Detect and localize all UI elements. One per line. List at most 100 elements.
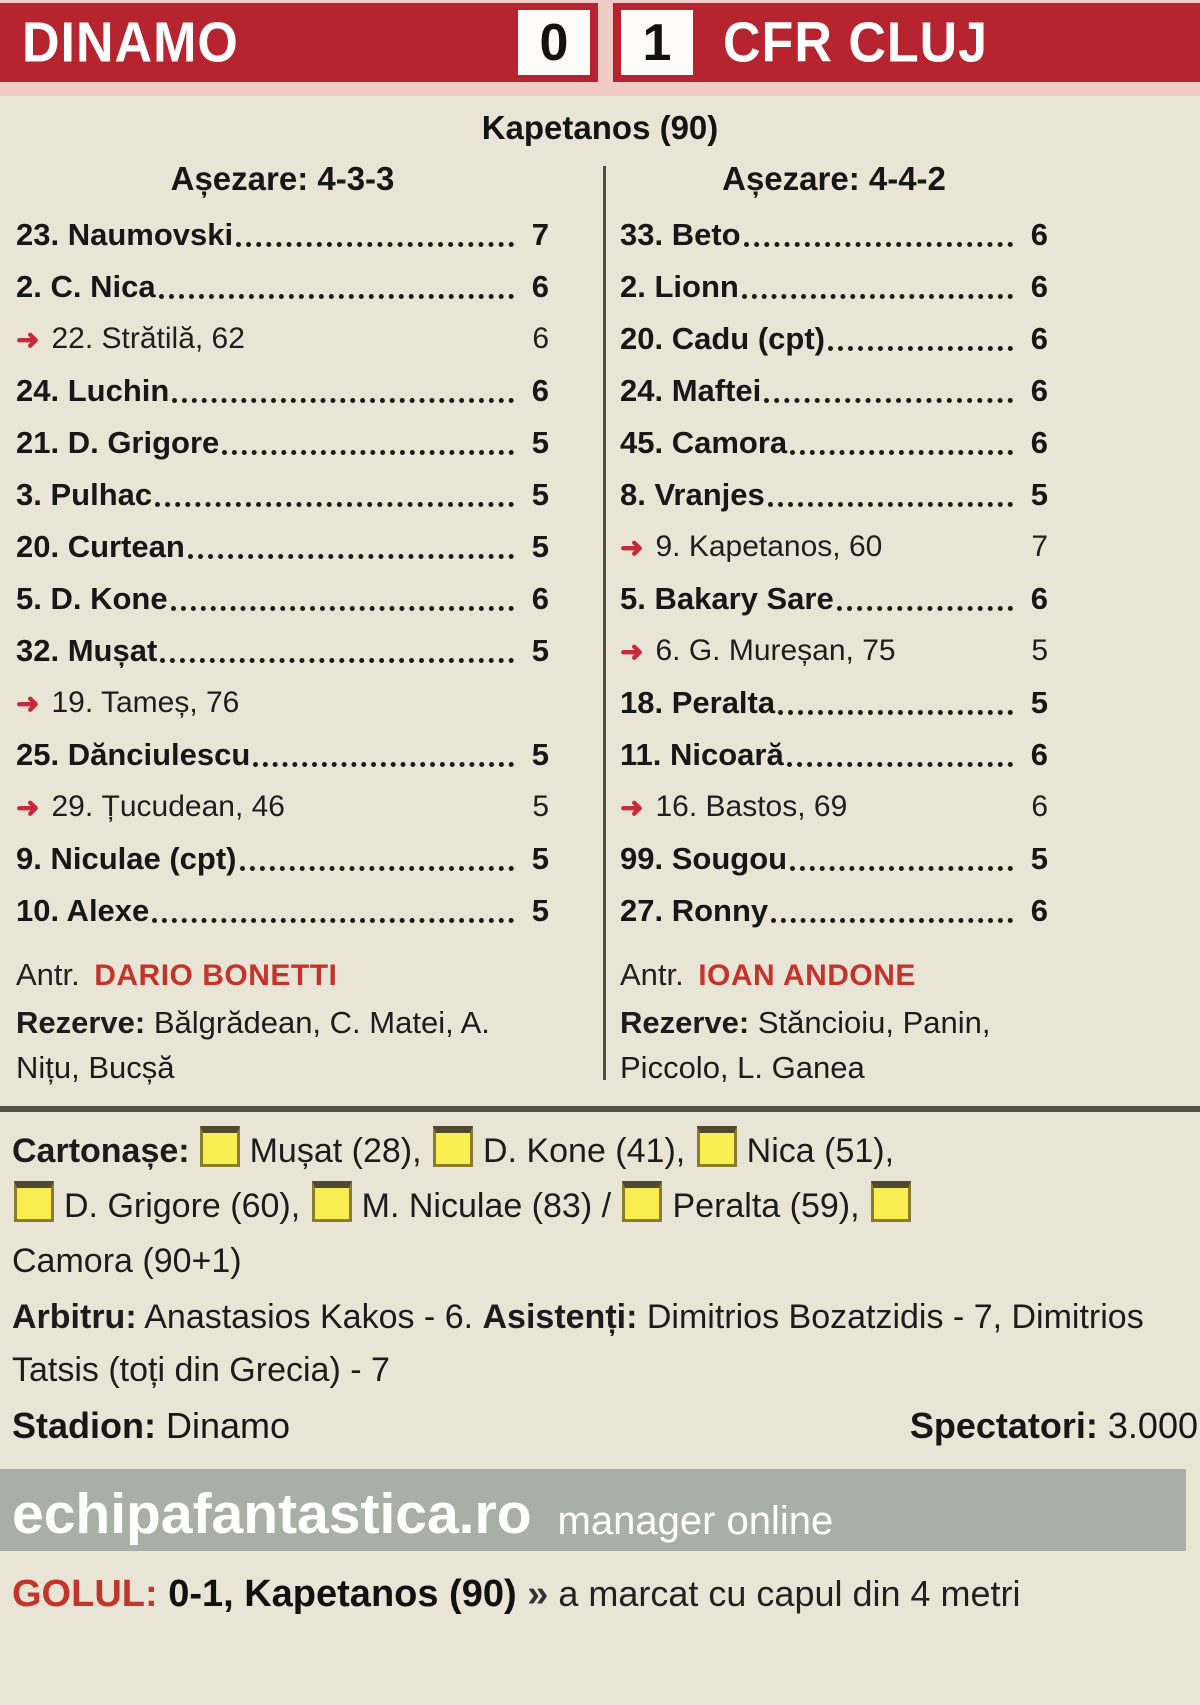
carded-player: M. Niculae (83) /: [361, 1187, 621, 1225]
assistants-names: Dimitrios Bozatzidis - 7, Dimitrios Tats…: [12, 1298, 1144, 1389]
player-number-name: 23. Naumovski: [16, 217, 234, 252]
assistants-label: Asistenți:: [482, 1298, 638, 1336]
sub-arrow-icon: ➜: [16, 688, 40, 719]
player-number-name: 11. Nicoară: [620, 737, 784, 772]
substitute-row: ➜ 9. Kapetanos, 60 7: [620, 518, 1048, 570]
player-rating: 6: [1030, 581, 1048, 616]
reserves-label: Rezerve:: [620, 1005, 750, 1040]
carded-player: Camora (90+1): [12, 1242, 242, 1280]
player-rating: 6: [1030, 737, 1048, 772]
lineups-section: Așezare: 4-3-3 23. Naumovski 7 2. C. Nica 6…: [0, 152, 1200, 1090]
formation-home: Așezare: 4-3-3: [170, 160, 395, 197]
substitute-row: ➜ 22. Strătilă, 62 6: [16, 310, 549, 362]
dot-leader: [790, 866, 1013, 871]
substitute-row: ➜ 19. Tameș, 76: [16, 674, 549, 726]
player-number-name: 29. Țucudean, 46: [51, 790, 285, 823]
player-row: 21. D. Grigore 5: [16, 414, 549, 466]
dot-leader: [836, 606, 1013, 611]
away-team-bar: 1 CFR CLUJ: [613, 3, 1200, 82]
banner-tagline: manager online: [557, 1499, 834, 1543]
dot-leader: [786, 762, 1013, 767]
dot-leader: [170, 606, 514, 611]
player-rows-home: 23. Naumovski 7 2. C. Nica 6 ➜ 22. Strătilă, …: [16, 206, 549, 934]
player-number-name: 6. G. Mureșan, 75: [655, 634, 896, 667]
cards-line: Camora (90+1): [12, 1234, 1188, 1289]
player-rating: 5: [531, 737, 549, 772]
player-number-name: 20. Cadu (cpt): [620, 321, 825, 356]
section-divider: [0, 1106, 1200, 1112]
sub-arrow-icon: ➜: [620, 792, 644, 823]
player-number-name: 25. Dănciulescu: [16, 737, 251, 772]
player-rating: 6: [531, 581, 549, 616]
player-row: 11. Nicoară 6: [620, 726, 1048, 778]
dot-leader: [239, 866, 514, 871]
carded-player: D. Grigore (60),: [64, 1187, 310, 1225]
player-number-name: 5. D. Kone: [16, 581, 168, 616]
player-row: 2. C. Nica 6: [16, 258, 549, 310]
yellow-card-icon: [14, 1181, 54, 1222]
player-row: 8. Vranjes 5: [620, 466, 1048, 518]
goal-note-score: 0-1, Kapetanos (90): [157, 1573, 528, 1615]
yellow-card-icon: [622, 1181, 663, 1222]
player-number-name: 2. Lionn: [620, 269, 739, 304]
coach-line-away: Antr. IOAN ANDONE: [620, 950, 1048, 1000]
sub-arrow-icon: ➜: [620, 636, 644, 667]
player-rating: 6: [1030, 217, 1048, 252]
cards-line: D. Grigore (60), M. Niculae (83) / Peral…: [12, 1179, 1188, 1234]
player-rating: 5: [531, 633, 549, 668]
home-team-bar: DINAMO 0: [0, 3, 598, 82]
player-rating: 6: [1030, 373, 1048, 408]
player-number-name: 16. Bastos, 69: [655, 790, 848, 823]
referee-name: Anastasios Kakos - 6.: [136, 1298, 483, 1336]
referee-label: Arbitru:: [12, 1298, 137, 1336]
player-row: 5. Bakary Sare 6: [620, 570, 1048, 622]
player-rating: 6: [532, 322, 549, 355]
player-number-name: 33. Beto: [620, 217, 741, 252]
player-rating: 5: [1030, 685, 1048, 720]
ad-banner: echipafantastica.ro manager online: [0, 1469, 1186, 1551]
lineup-column-home: Așezare: 4-3-3 23. Naumovski 7 2. C. Nica 6…: [16, 154, 549, 1090]
player-row: 20. Cadu (cpt) 6: [620, 310, 1048, 362]
player-rating: 5: [531, 893, 549, 928]
player-row: 5. D. Kone 6: [16, 570, 549, 622]
player-row: 99. Sougou 5: [620, 830, 1048, 882]
player-row: 23. Naumovski 7: [16, 206, 549, 258]
player-number-name: 24. Luchin: [16, 373, 170, 408]
scoreboard-header: DINAMO 0 1 CFR CLUJ: [0, 0, 1200, 96]
player-number-name: 24. Maftei: [620, 373, 762, 408]
player-rating: 7: [531, 217, 549, 252]
player-rating: 6: [1030, 893, 1048, 928]
player-rows-away: 33. Beto 6 2. Lionn 6 20. Cadu (cpt) 6 24. Maf…: [620, 206, 1048, 934]
player-row: 24. Luchin 6: [16, 362, 549, 414]
coach-label: Antr.: [16, 957, 80, 992]
dot-leader: [158, 294, 514, 299]
player-rating: 5: [531, 529, 549, 564]
player-number-name: 10. Alexe: [16, 893, 150, 928]
player-number-name: 19. Tameș, 76: [51, 686, 240, 719]
player-rating: 6: [1030, 269, 1048, 304]
carded-player: Mușat (28),: [249, 1132, 431, 1170]
stadium-label: Stadion:: [12, 1405, 156, 1446]
reserves-away: Rezerve: Stăncioiu, Panin, Piccolo, L. G…: [620, 1000, 1048, 1090]
player-row: 24. Maftei 6: [620, 362, 1048, 414]
yellow-card-icon: [871, 1181, 912, 1222]
away-team-name: CFR CLUJ: [723, 11, 989, 74]
stadium-info: Stadion: Dinamo: [12, 1399, 290, 1453]
substitute-row: ➜ 16. Bastos, 69 6: [620, 778, 1048, 830]
reserves-home: Rezerve: Bălgrădean, C. Matei, A. Nițu, …: [16, 1000, 549, 1090]
player-row: 33. Beto 6: [620, 206, 1048, 258]
player-rating: 5: [1030, 841, 1048, 876]
spectators-count: 3.000: [1097, 1405, 1198, 1446]
spectators-label: Spectatori:: [909, 1405, 1098, 1446]
reserves-list-home: Bălgrădean, C. Matei, A. Nițu, Bucșă: [16, 1005, 490, 1085]
goal-note: GOLUL: 0-1, Kapetanos (90) » a marcat cu…: [0, 1551, 1200, 1621]
carded-player: D. Kone (41),: [483, 1132, 695, 1170]
player-row: 20. Curtean 5: [16, 518, 549, 570]
player-rating: 7: [1031, 530, 1048, 563]
banner-site-url[interactable]: echipafantastica.ro: [12, 1481, 532, 1546]
dot-leader: [152, 918, 514, 923]
coach-name-home: DARIO BONETTI: [94, 959, 338, 992]
player-rating: 6: [1031, 790, 1048, 823]
player-number-name: 2. C. Nica: [16, 269, 156, 304]
goalscorer-line: Kapetanos (90): [481, 109, 719, 146]
